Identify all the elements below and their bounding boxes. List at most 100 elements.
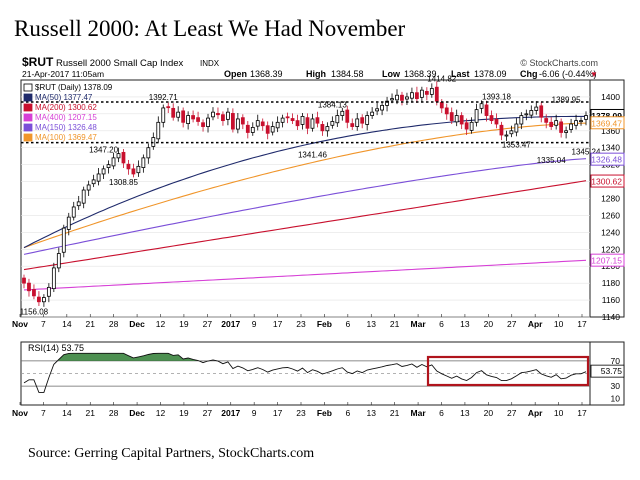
price-level-label: 1389.95 — [552, 95, 581, 104]
candle-body — [330, 121, 335, 126]
x-tick-label: 23 — [296, 408, 306, 418]
price-level-label: 1353.47 — [502, 140, 531, 149]
x-tick-label: 14 — [62, 408, 72, 418]
candle-body — [419, 89, 424, 98]
x-tick-label: 20 — [484, 319, 494, 329]
price-tick-label: 1220 — [601, 244, 620, 254]
x-tick-label: 2017 — [221, 319, 240, 329]
brand: © StockCharts.com — [520, 58, 598, 68]
legend-label: MA(400) 1207.15 — [35, 113, 97, 122]
rsi-value-label: 53.75 — [601, 366, 623, 376]
price-level-label: 1414.82 — [427, 74, 456, 83]
candle-body — [340, 110, 345, 116]
price-level-label: 1335.04 — [537, 156, 566, 165]
x-tick-label: 10 — [554, 408, 564, 418]
candle-body — [51, 267, 56, 290]
legend-label: $RUT (Daily) 1378.09 — [35, 83, 113, 92]
candle-body — [156, 121, 161, 140]
price-level-label: 1384.13 — [318, 100, 347, 109]
candle-body — [275, 121, 280, 129]
candle-body — [584, 115, 588, 120]
price-level-label: 1156.08 — [20, 307, 49, 316]
x-tick-label: 20 — [484, 408, 494, 418]
candle-body — [186, 115, 191, 124]
price-level-label: 1393.18 — [482, 93, 511, 102]
candle-body — [136, 165, 141, 174]
candle-body — [325, 126, 330, 132]
x-tick-label: Dec — [129, 319, 145, 329]
candle-body — [429, 88, 434, 95]
x-tick-label: 12 — [156, 408, 166, 418]
ohlc-row: Open 1368.39 High 1384.58 Low 1368.39 La… — [224, 69, 598, 79]
candle-body — [489, 115, 494, 122]
candle-body — [61, 227, 66, 253]
candle-body — [270, 126, 275, 133]
rsi-tick-label: 70 — [611, 356, 621, 366]
candle-body — [66, 216, 71, 230]
candle-body — [385, 100, 389, 106]
candle-body — [230, 113, 235, 130]
rsi-value-badge — [590, 364, 625, 378]
candle-body — [96, 173, 101, 182]
candle-body — [295, 120, 300, 127]
candle-body — [390, 98, 394, 101]
value-badge — [590, 174, 625, 188]
candle-body — [56, 253, 61, 269]
x-tick-label: 28 — [109, 319, 119, 329]
candle-body — [474, 109, 479, 123]
price-level-label: 1345.24 — [572, 147, 601, 156]
candle-body — [201, 122, 205, 127]
candle-body — [181, 110, 186, 123]
price-tick-label: 1240 — [601, 227, 620, 237]
legend-label: MA(100) 1369.47 — [35, 133, 97, 142]
candle-body — [235, 118, 240, 130]
candle-body — [395, 94, 399, 101]
value-badge — [590, 253, 625, 267]
candle-body — [469, 121, 474, 131]
candle-body — [554, 120, 559, 126]
price-tick-label: 1260 — [601, 210, 620, 220]
candle-body — [265, 125, 270, 134]
x-tick-label: 21 — [390, 408, 400, 418]
x-tick-label: Nov — [12, 319, 28, 329]
candle-body — [479, 103, 484, 109]
candle-body — [106, 164, 111, 169]
candle-body — [375, 108, 380, 112]
legend-swatch — [23, 93, 33, 102]
candle-body — [111, 157, 116, 167]
rsi-tick-label: 10 — [611, 394, 621, 404]
candle-body — [305, 117, 310, 129]
x-tick-label: Nov — [12, 408, 28, 418]
x-tick-label: 19 — [179, 319, 189, 329]
price-tick-label: 1140 — [602, 312, 621, 322]
candle-body — [206, 117, 210, 127]
candle-body — [42, 297, 46, 303]
x-tick-label: Mar — [411, 319, 427, 329]
legend-label: MA(150) 1326.48 — [35, 123, 97, 132]
x-tick-label: 21 — [86, 319, 96, 329]
candle-body — [32, 289, 36, 297]
candle-body — [141, 157, 146, 169]
candle-body — [454, 115, 459, 123]
candle-body — [196, 117, 200, 122]
candle-body — [280, 117, 285, 123]
chg-label: Chg — [520, 69, 538, 79]
x-tick-label: 7 — [41, 408, 46, 418]
low-value: 1368.39 — [404, 69, 437, 79]
candle-body — [37, 296, 41, 303]
candle-body — [226, 111, 230, 120]
candle-body — [285, 116, 290, 119]
legend-swatch — [23, 133, 33, 142]
open-label: Open — [224, 69, 247, 79]
candle-body — [245, 124, 250, 133]
candle-body — [350, 123, 355, 127]
rsi-line — [23, 352, 587, 393]
candle-body — [405, 96, 409, 100]
candle-body — [370, 111, 375, 116]
price-level-label: 1341.46 — [298, 150, 327, 159]
ma400-line — [23, 259, 587, 291]
x-tick-label: 13 — [460, 319, 470, 329]
candle-body — [126, 163, 131, 170]
candle-body — [529, 110, 534, 116]
